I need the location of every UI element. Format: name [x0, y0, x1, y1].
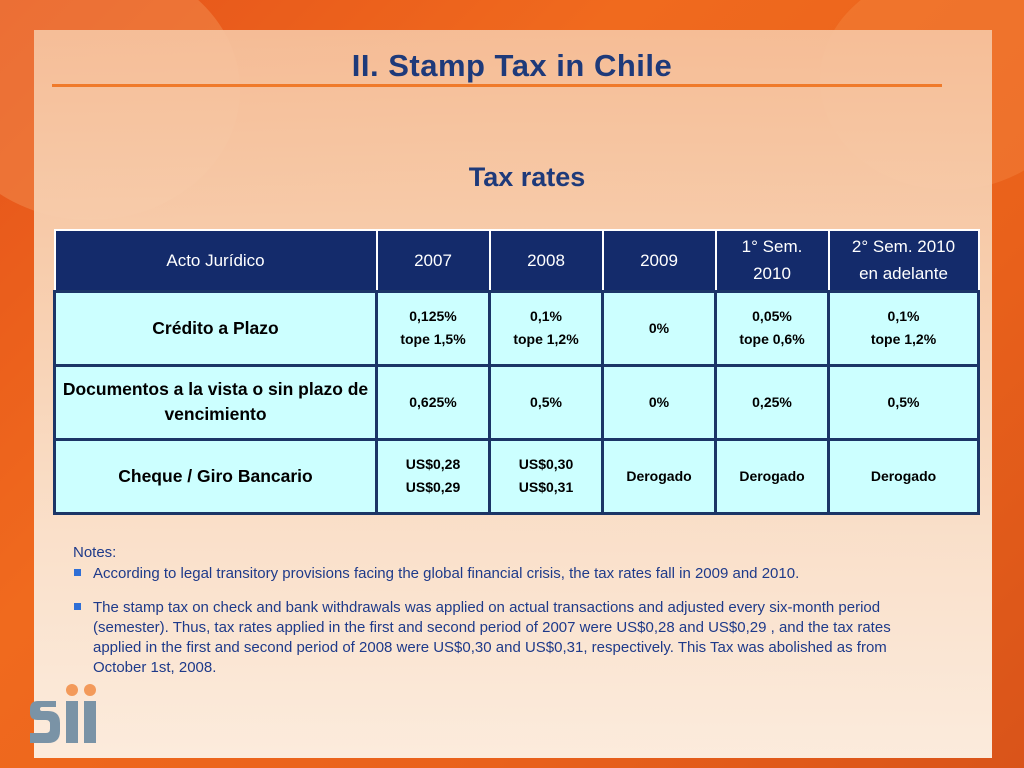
header-2-sem-2010: 2° Sem. 2010 en adelante	[827, 229, 980, 292]
row-label: Crédito a Plazo	[53, 289, 378, 367]
sii-logo	[30, 684, 96, 743]
table-row: Cheque / Giro Bancario US$0,28 US$0,29 U…	[53, 437, 980, 515]
row-label: Documentos a la vista o sin plazo de ven…	[53, 363, 378, 441]
table-row: Documentos a la vista o sin plazo de ven…	[53, 363, 980, 441]
title-divider	[52, 84, 942, 87]
header-2007: 2007	[375, 229, 491, 292]
notes-section: Notes: According to legal transitory pro…	[73, 543, 933, 692]
table-row: Crédito a Plazo 0,125% tope 1,5% 0,1% to…	[53, 289, 980, 367]
header-2009: 2009	[601, 229, 717, 292]
table-cell: 0,1% tope 1,2%	[488, 289, 604, 367]
table-cell: 0,05% tope 0,6%	[714, 289, 830, 367]
notes-label: Notes:	[73, 544, 117, 561]
table-cell: US$0,30 US$0,31	[488, 437, 604, 515]
table-cell: Derogado	[827, 437, 980, 515]
table-cell: Derogado	[714, 437, 830, 515]
slide-subtitle: Tax rates	[468, 162, 586, 192]
list-item: According to legal transitory provisions…	[73, 564, 933, 584]
square-bullet-icon	[74, 569, 81, 576]
table-cell: 0,625%	[375, 363, 491, 441]
square-bullet-icon	[74, 603, 81, 610]
table-cell: US$0,28 US$0,29	[375, 437, 491, 515]
list-item: The stamp tax on check and bank withdraw…	[73, 598, 933, 678]
table-cell: Derogado	[601, 437, 717, 515]
table-cell: 0,1% tope 1,2%	[827, 289, 980, 367]
table-cell: 0,5%	[488, 363, 604, 441]
row-label: Cheque / Giro Bancario	[53, 437, 378, 515]
header-2008: 2008	[488, 229, 604, 292]
table-cell: 0%	[601, 363, 717, 441]
table-cell: 0,125% tope 1,5%	[375, 289, 491, 367]
table-header-row: Acto Jurídico 2007 2008 2009 1° Sem. 201…	[53, 229, 980, 292]
tax-rates-table: Acto Jurídico 2007 2008 2009 1° Sem. 201…	[53, 229, 980, 515]
header-acto-juridico: Acto Jurídico	[53, 229, 378, 292]
sii-logo-mark	[30, 684, 96, 743]
table-cell: 0,25%	[714, 363, 830, 441]
slide-title: II. Stamp Tax in Chile	[351, 48, 673, 83]
table-cell: 0%	[601, 289, 717, 367]
note-text: The stamp tax on check and bank withdraw…	[93, 599, 891, 676]
table-cell: 0,5%	[827, 363, 980, 441]
header-1-sem-2010: 1° Sem. 2010	[714, 229, 830, 292]
notes-list: According to legal transitory provisions…	[73, 564, 933, 678]
note-text: According to legal transitory provisions…	[93, 565, 800, 582]
